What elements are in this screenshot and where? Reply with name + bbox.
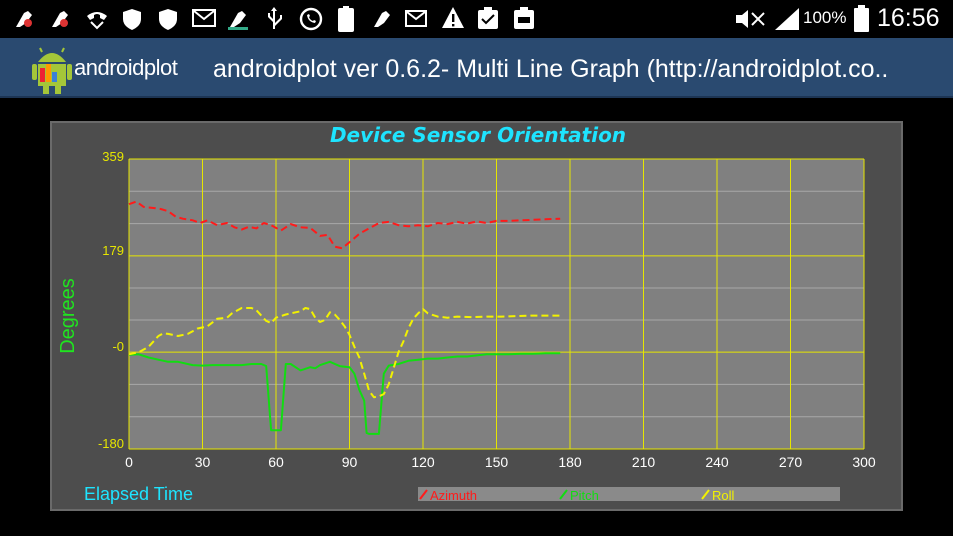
missed-call-icon [87, 12, 107, 30]
x-tick-label: 30 [195, 454, 211, 470]
logo-text: androidplot [74, 55, 178, 80]
y-axis-ticks: -180 -0 179 359 [98, 149, 124, 451]
status-icons [16, 5, 869, 32]
legend [418, 487, 840, 501]
battery-icon [854, 5, 869, 32]
mail-icon [192, 9, 216, 27]
x-axis-label: Elapsed Time [84, 484, 193, 504]
series-line-pitch [128, 352, 561, 435]
x-tick-label: 60 [268, 454, 284, 470]
x-tick-label: 210 [632, 454, 656, 470]
app-update-icon [16, 11, 32, 27]
action-bar: androidplot androidplot ver 0.6.2- Multi… [0, 38, 953, 98]
y-tick-label: -180 [98, 436, 124, 451]
chart-title: Device Sensor Orientation [330, 123, 626, 147]
signal-icon [775, 8, 799, 30]
x-tick-label: 270 [779, 454, 803, 470]
battery-percent: 100% [803, 8, 847, 27]
x-tick-label: 150 [485, 454, 509, 470]
app-update-icon [52, 11, 68, 27]
legend-swatch [559, 489, 568, 500]
battery-100-icon [338, 6, 354, 32]
app-update-icon [228, 11, 248, 30]
status-bar: 100% 16:56 [0, 0, 953, 38]
legend-entries: Azimuth Pitch Roll [419, 488, 735, 503]
clock: 16:56 [877, 4, 940, 32]
y-tick-label: -0 [112, 339, 124, 354]
x-tick-label: 240 [705, 454, 729, 470]
androidplot-logo[interactable] [0, 38, 200, 96]
x-tick-label: 90 [342, 454, 358, 470]
x-tick-label: 180 [558, 454, 582, 470]
y-tick-label: 179 [102, 243, 124, 258]
legend-swatch [419, 489, 428, 500]
y-axis-label: Degrees [57, 278, 79, 354]
android-robot-icon [32, 47, 72, 94]
shield-icon [123, 9, 141, 30]
x-tick-label: 120 [411, 454, 435, 470]
whatsapp-icon [299, 7, 323, 31]
legend-label: Azimuth [430, 488, 477, 503]
legend-swatch [701, 489, 710, 500]
mute-icon [736, 10, 765, 28]
email-notification-icon [405, 10, 427, 27]
series-line-azimuth [128, 200, 561, 250]
legend-label: Pitch [570, 488, 599, 503]
shield-icon [159, 9, 177, 30]
warning-icon [442, 7, 464, 28]
clipboard-icon [478, 7, 498, 29]
clipboard-icon [514, 7, 534, 29]
x-tick-label: 300 [852, 454, 876, 470]
grid [128, 158, 865, 450]
usb-icon [268, 7, 282, 29]
app-title: androidplot ver 0.6.2- Multi Line Graph … [213, 55, 889, 83]
y-tick-label: 359 [102, 149, 124, 164]
legend-label: Roll [712, 488, 735, 503]
series-lines [128, 200, 561, 435]
x-axis-ticks: 0 30 60 90 120 150 180 210 240 270 300 [125, 454, 876, 470]
series-line-roll [128, 307, 561, 399]
x-tick-label: 0 [125, 454, 133, 470]
app-update-icon [374, 11, 390, 27]
